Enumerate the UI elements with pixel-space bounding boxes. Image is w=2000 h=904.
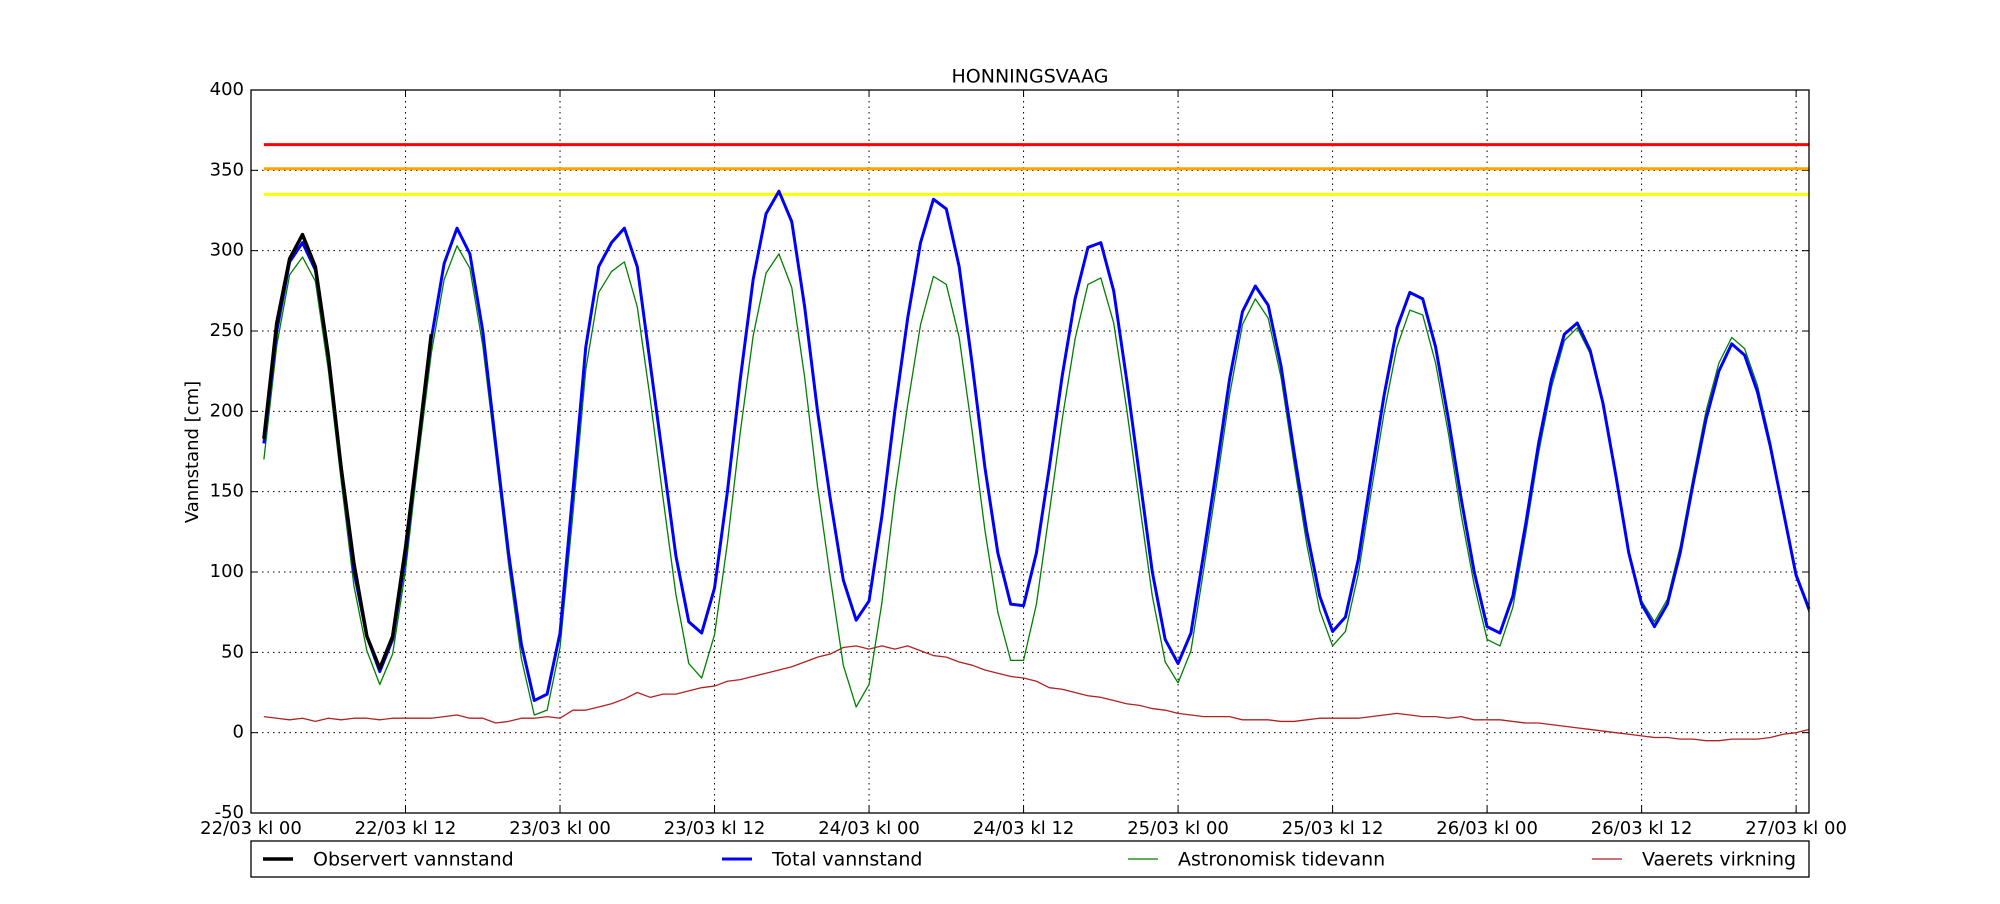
y-tick-label: 50	[221, 641, 244, 662]
plot-frame	[250, 89, 1810, 814]
legend-label: Total vannstand	[771, 849, 922, 871]
legend-label: Observert vannstand	[313, 849, 514, 871]
x-tick-label: 25/03 kl 00	[1127, 818, 1229, 839]
y-tick-label: 300	[210, 240, 244, 261]
legend-label: Astronomisk tidevann	[1178, 849, 1385, 871]
y-tick-label: 150	[210, 481, 244, 502]
y-tick-label: 350	[210, 159, 244, 180]
y-axis-label: Vannstand [cm]	[182, 381, 203, 523]
x-tick-label: 24/03 kl 12	[973, 818, 1075, 839]
y-tick-label: 100	[210, 561, 244, 582]
legend-label: Vaerets virkning	[1642, 849, 1796, 871]
series-line	[263, 245, 1810, 716]
legend: Observert vannstand Total vannstand Astron…	[250, 840, 1810, 878]
x-tick-label: 25/03 kl 12	[1282, 818, 1384, 839]
y-tick-label: 0	[233, 722, 244, 743]
x-tick-label: 22/03 kl 00	[200, 818, 302, 839]
series-line	[262, 232, 433, 671]
x-tick-label: 23/03 kl 12	[664, 818, 766, 839]
x-tick-label: 26/03 kl 00	[1436, 818, 1538, 839]
legend-box	[250, 840, 1810, 878]
x-tick-label: 27/03 kl 00	[1745, 818, 1847, 839]
x-tick-label: 23/03 kl 00	[509, 818, 611, 839]
chart-title: HONNINGSVAAG	[952, 66, 1109, 88]
x-tick-label: 24/03 kl 00	[818, 818, 920, 839]
x-tick-label: 26/03 kl 12	[1591, 818, 1693, 839]
plot-area: -50 0 50 100 150 200 250 300 350 400 22/03 kl 00 22…	[200, 79, 1847, 839]
y-tick-label: 200	[210, 400, 244, 421]
y-tick-label: 250	[210, 320, 244, 341]
y-tick-label: -50	[215, 802, 244, 823]
series-line	[262, 189, 1811, 703]
series-line	[263, 645, 1810, 742]
y-tick-label: 400	[210, 79, 244, 100]
x-tick-label: 22/03 kl 12	[355, 818, 457, 839]
